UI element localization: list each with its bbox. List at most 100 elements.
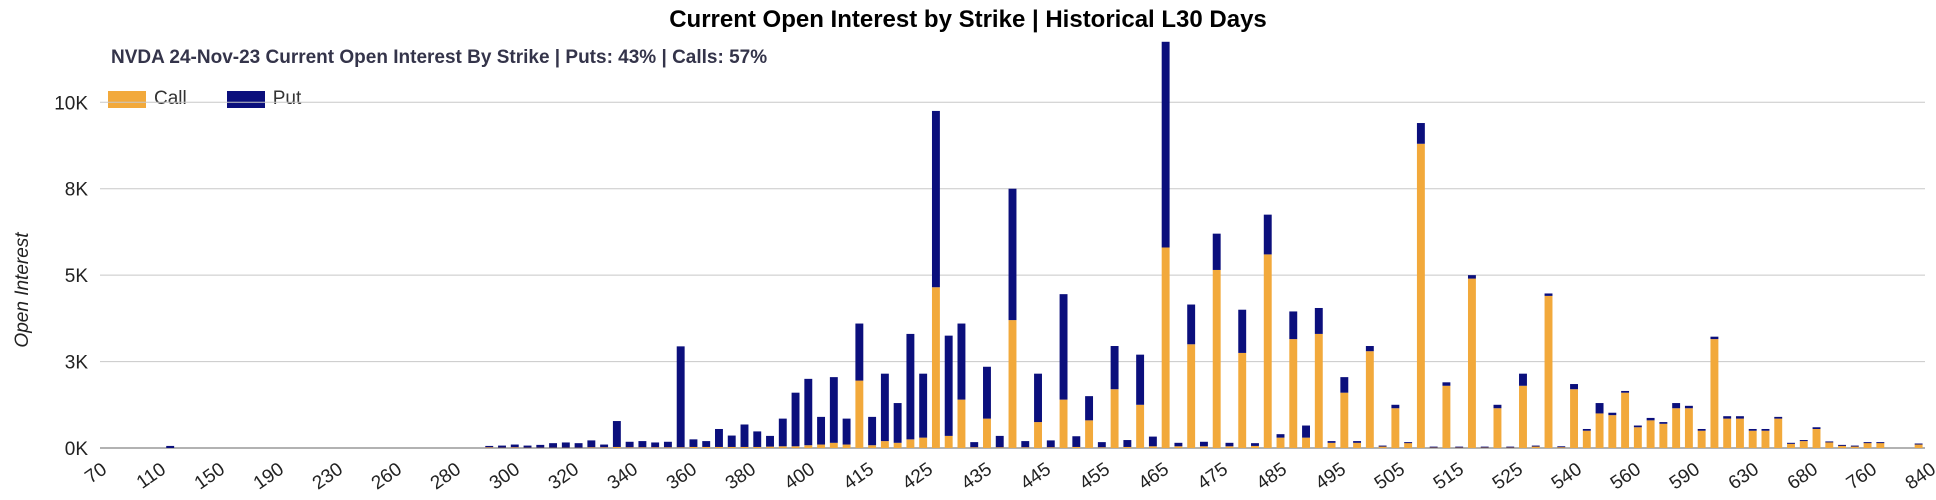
bar-put[interactable]: [1174, 442, 1183, 447]
bar-call[interactable]: [1544, 295, 1553, 448]
bar-call[interactable]: [778, 446, 787, 448]
bar-put[interactable]: [983, 366, 991, 419]
bar-put[interactable]: [1863, 442, 1872, 444]
bar-call[interactable]: [625, 447, 634, 448]
bar-call[interactable]: [1314, 333, 1323, 448]
bar-call[interactable]: [1519, 385, 1527, 448]
bar-call[interactable]: [1263, 254, 1272, 448]
bar-put[interactable]: [1302, 425, 1310, 438]
bar-put[interactable]: [1672, 403, 1681, 409]
bar-call[interactable]: [689, 446, 698, 448]
bar-put[interactable]: [1212, 233, 1221, 270]
bar-put[interactable]: [1391, 404, 1400, 409]
bar-put[interactable]: [1021, 441, 1030, 448]
bar-call[interactable]: [1161, 247, 1170, 448]
bar-call[interactable]: [1072, 446, 1081, 448]
bar-call[interactable]: [1021, 447, 1030, 448]
bar-call[interactable]: [1748, 430, 1757, 448]
bar-call[interactable]: [868, 445, 877, 448]
bar-call[interactable]: [1621, 392, 1630, 448]
bar-put[interactable]: [1404, 442, 1413, 444]
bar-put[interactable]: [638, 441, 647, 448]
bar-call[interactable]: [1136, 404, 1145, 448]
bar-call[interactable]: [957, 399, 966, 448]
bar-put[interactable]: [1480, 446, 1489, 448]
bar-put[interactable]: [651, 442, 660, 448]
bar-call[interactable]: [727, 446, 736, 448]
bar-call[interactable]: [1110, 389, 1119, 448]
bar-call[interactable]: [1429, 447, 1438, 448]
bar-call[interactable]: [1557, 446, 1566, 448]
bar-call[interactable]: [1467, 278, 1476, 448]
legend-item-put[interactable]: Put: [226, 88, 301, 110]
bar-call[interactable]: [766, 446, 774, 448]
bar-put[interactable]: [1761, 428, 1770, 431]
bar-put[interactable]: [574, 443, 583, 448]
bar-put[interactable]: [791, 392, 800, 447]
bar-call[interactable]: [1838, 445, 1847, 448]
bar-put[interactable]: [523, 445, 532, 448]
bar-put[interactable]: [1723, 416, 1732, 419]
bar-call[interactable]: [1493, 408, 1502, 448]
bar-call[interactable]: [1034, 422, 1042, 448]
bar-call[interactable]: [1595, 413, 1604, 448]
bar-put[interactable]: [1633, 425, 1642, 428]
bar-put[interactable]: [166, 445, 175, 448]
bar-put[interactable]: [1097, 442, 1106, 448]
bar-put[interactable]: [1289, 311, 1298, 340]
bar-call[interactable]: [740, 446, 749, 448]
bar-call[interactable]: [944, 435, 953, 448]
bar-call[interactable]: [1391, 408, 1400, 448]
bar-call[interactable]: [1008, 320, 1017, 448]
bar-put[interactable]: [689, 439, 698, 447]
bar-call[interactable]: [651, 447, 660, 448]
bar-call[interactable]: [804, 445, 813, 448]
bar-put[interactable]: [1531, 445, 1540, 447]
bar-call[interactable]: [970, 447, 979, 448]
bar-put[interactable]: [1251, 443, 1259, 446]
bar-put[interactable]: [1876, 442, 1885, 444]
bar-put[interactable]: [625, 441, 634, 448]
bar-call[interactable]: [1608, 415, 1617, 448]
bar-put[interactable]: [561, 442, 570, 448]
bar-call[interactable]: [612, 446, 621, 448]
bar-put[interactable]: [970, 442, 979, 448]
bar-call[interactable]: [1097, 447, 1106, 448]
bar-put[interactable]: [715, 428, 723, 447]
bar-put[interactable]: [536, 444, 545, 448]
bar-put[interactable]: [1085, 396, 1094, 421]
bar-call[interactable]: [1531, 446, 1540, 448]
bar-put[interactable]: [1914, 443, 1923, 445]
bar-put[interactable]: [766, 435, 774, 447]
bar-put[interactable]: [1276, 434, 1285, 438]
bar-put[interactable]: [1455, 446, 1464, 448]
bar-put[interactable]: [1838, 444, 1847, 446]
bar-put[interactable]: [676, 346, 685, 448]
bar-call[interactable]: [1480, 447, 1489, 448]
bar-call[interactable]: [1825, 442, 1834, 448]
bar-put[interactable]: [880, 373, 889, 442]
bar-put[interactable]: [868, 416, 877, 446]
bar-call[interactable]: [1276, 437, 1285, 448]
bar-put[interactable]: [855, 323, 864, 381]
bar-put[interactable]: [995, 435, 1004, 448]
bar-put[interactable]: [1697, 428, 1706, 431]
bar-call[interactable]: [1633, 427, 1642, 448]
bar-put[interactable]: [1506, 446, 1515, 448]
bar-call[interactable]: [1799, 441, 1808, 448]
bar-put[interactable]: [1544, 293, 1553, 296]
bar-call[interactable]: [1059, 399, 1068, 448]
bar-put[interactable]: [753, 431, 762, 447]
bar-put[interactable]: [1429, 446, 1438, 448]
bar-put[interactable]: [829, 377, 838, 443]
bar-put[interactable]: [1774, 416, 1783, 419]
bar-put[interactable]: [663, 441, 672, 448]
bar-call[interactable]: [715, 446, 723, 448]
bar-put[interactable]: [702, 441, 711, 447]
bar-put[interactable]: [1110, 346, 1119, 390]
bar-put[interactable]: [1735, 416, 1744, 419]
bar-put[interactable]: [727, 435, 736, 447]
bar-call[interactable]: [791, 446, 800, 448]
bar-call[interactable]: [1570, 389, 1578, 448]
bar-put[interactable]: [1187, 304, 1196, 345]
